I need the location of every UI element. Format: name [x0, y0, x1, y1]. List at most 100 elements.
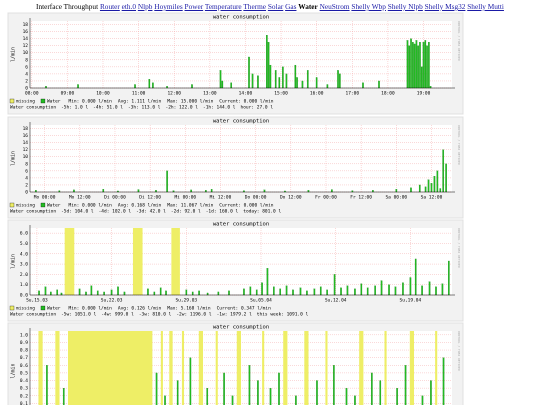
bar	[257, 380, 259, 405]
bar	[50, 291, 52, 296]
y-tick-label: 12	[23, 147, 29, 153]
nav-item[interactable]: Shelly Mutti	[467, 2, 504, 11]
bar	[292, 289, 294, 296]
bar	[77, 84, 79, 89]
missing-band	[160, 331, 163, 405]
y-tick-label: 4.0	[20, 251, 28, 257]
bar	[267, 42, 270, 89]
nav-item[interactable]: Shelly Wbp	[351, 2, 386, 11]
missing-band	[198, 331, 204, 405]
graph-title: water consumption	[213, 15, 269, 21]
legend-text: Max: 5.168 l/min	[167, 306, 211, 312]
bar	[147, 288, 149, 296]
bar	[339, 73, 341, 89]
bar	[185, 289, 188, 296]
nav-item[interactable]: Therme	[243, 2, 267, 11]
x-tick-label: Di 00:00	[104, 195, 126, 201]
bar	[354, 395, 356, 405]
bar	[278, 372, 280, 405]
y-tick-label: 0.1	[20, 401, 28, 405]
bar	[231, 395, 234, 405]
bar	[326, 289, 328, 296]
legend-text: Water	[47, 203, 61, 209]
legend-swatch	[40, 305, 46, 311]
y-tick-label: 2	[25, 182, 28, 188]
bar	[35, 190, 37, 193]
bar	[394, 286, 397, 296]
legend-text: Water	[47, 306, 61, 312]
nav-item[interactable]: Hoymiles	[154, 2, 183, 11]
bar	[90, 285, 93, 296]
nav-item[interactable]: NeuStrom	[319, 2, 350, 11]
bar	[279, 288, 282, 296]
bar	[137, 189, 140, 193]
bar	[299, 287, 302, 296]
nav-item[interactable]: Router	[99, 2, 120, 11]
nav-item[interactable]: Gas	[285, 2, 297, 11]
legend-text: missing	[16, 99, 35, 105]
bar	[296, 77, 298, 89]
y-tick-label: 0.9	[20, 340, 28, 346]
x-tick-label: 11:00	[132, 91, 146, 97]
x-tick-label: Su,29.03	[175, 298, 197, 304]
bar	[319, 286, 322, 296]
bar	[410, 187, 412, 193]
bar	[374, 285, 376, 296]
bar	[424, 40, 427, 89]
legend-text: Max: 11.067 l/min	[167, 203, 213, 209]
nav-item[interactable]: Solar	[267, 2, 284, 11]
bar	[410, 38, 412, 89]
bar	[313, 288, 316, 296]
x-tick-label: Fr 00:00	[315, 195, 337, 201]
bar	[148, 79, 151, 89]
missing-band	[409, 331, 415, 405]
missing-band	[325, 331, 328, 405]
bar	[255, 289, 258, 296]
missing-band	[38, 331, 43, 405]
nav-item[interactable]: Power	[184, 2, 204, 11]
x-tick-label: 14:00	[239, 91, 253, 97]
bar	[441, 283, 444, 296]
x-tick-label: 15:00	[274, 91, 288, 97]
bar	[315, 77, 318, 89]
bar	[249, 286, 252, 296]
bar	[228, 290, 230, 296]
x-tick-label: Su,12.04	[325, 298, 347, 304]
bar	[96, 290, 99, 296]
x-tick-label: Di 12:00	[139, 195, 161, 201]
y-tick-label: 4	[25, 175, 28, 181]
plot-area	[30, 21, 452, 88]
bar	[56, 289, 59, 296]
legend-text: Min: 0.000 l/min	[69, 306, 113, 312]
bar	[85, 291, 87, 296]
bar	[38, 290, 40, 296]
x-tick-label: Do 00:00	[245, 195, 267, 201]
legend-text: -3d: 42.0 l	[136, 209, 166, 215]
y-tick-label: 3.0	[20, 262, 28, 268]
bar	[340, 287, 342, 296]
x-tick-label: Sa 12:00	[421, 195, 443, 201]
bar	[166, 86, 168, 89]
bar	[337, 70, 339, 89]
bar	[354, 288, 356, 296]
legend-text: Current: 0.000 l/min	[219, 99, 273, 105]
bar	[155, 372, 158, 405]
y-tick-label: 14	[23, 140, 29, 146]
legend-text: -2d: 92.0 l	[171, 209, 201, 215]
nav-item[interactable]: eth.0	[121, 2, 137, 11]
nav-item[interactable]: Nlpb	[137, 2, 153, 11]
bar	[406, 40, 409, 89]
nav-item[interactable]: Shelly Msg32	[424, 2, 466, 11]
x-tick-label: Fr 12:00	[350, 195, 372, 201]
x-tick-label: 19:00	[417, 91, 431, 97]
y-tick-label: 16	[23, 29, 29, 35]
bar	[210, 189, 213, 193]
nav-item[interactable]: Shelly Nlpb	[387, 2, 423, 11]
bar	[426, 45, 428, 89]
x-tick-label: Mi 00:00	[174, 195, 196, 201]
bar	[263, 189, 266, 193]
missing-band	[262, 331, 265, 405]
nav-item[interactable]: Temperature	[204, 2, 242, 11]
graph-title: water consumption	[213, 119, 269, 125]
